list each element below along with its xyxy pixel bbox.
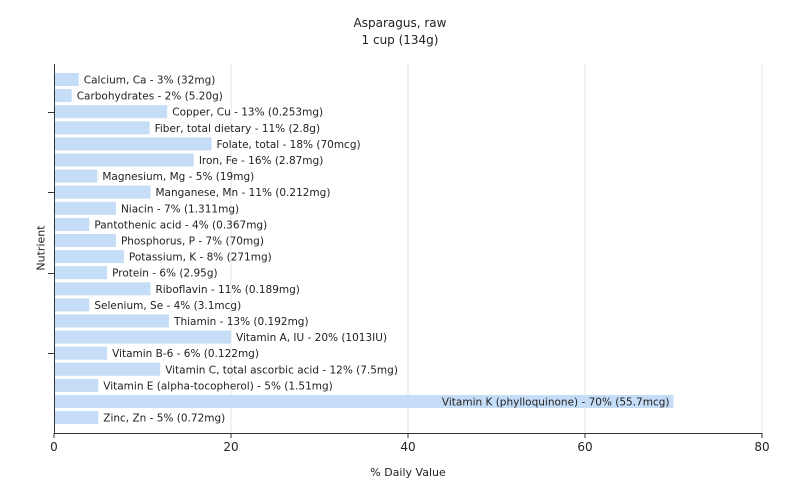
bar	[55, 395, 674, 408]
bar-label: Vitamin B-6 - 6% (0.122mg)	[112, 348, 259, 360]
x-tick-label: 60	[577, 440, 592, 454]
bar	[55, 282, 151, 296]
bar	[55, 266, 108, 280]
x-tick-label: 20	[223, 440, 238, 454]
bar	[55, 298, 90, 312]
bar-label: Folate, total - 18% (70mcg)	[217, 139, 361, 151]
bar	[55, 411, 99, 425]
bar-label: Iron, Fe - 16% (2.87mg)	[199, 155, 323, 167]
bar-label: Calcium, Ca - 3% (32mg)	[84, 75, 216, 87]
bar	[55, 217, 90, 231]
bar	[55, 169, 98, 183]
bar	[55, 185, 151, 199]
bar	[55, 378, 99, 392]
bar	[55, 137, 212, 151]
bar-label: Vitamin C, total ascorbic acid - 12% (7.…	[165, 364, 398, 376]
bar	[55, 89, 72, 103]
bar-label: Manganese, Mn - 11% (0.212mg)	[155, 187, 330, 199]
chart-title: Asparagus, raw	[353, 16, 447, 30]
bar	[55, 362, 161, 376]
bar	[55, 314, 170, 328]
bar	[55, 121, 150, 135]
bar-label: Zinc, Zn - 5% (0.72mg)	[103, 413, 225, 425]
bar-label: Vitamin K (phylloquinone) - 70% (55.7mcg…	[442, 397, 670, 409]
bar-label: Vitamin A, IU - 20% (1013IU)	[236, 332, 387, 344]
bar	[55, 105, 168, 119]
x-tick-label: 0	[50, 440, 58, 454]
bar-label: Copper, Cu - 13% (0.253mg)	[172, 107, 323, 119]
bar	[55, 234, 116, 247]
bar-label: Riboflavin - 11% (0.189mg)	[155, 284, 299, 296]
bar	[55, 346, 108, 360]
bar-label: Protein - 6% (2.95g)	[112, 268, 218, 280]
bar-label: Potassium, K - 8% (271mg)	[129, 252, 272, 264]
bar-label: Phosphorus, P - 7% (70mg)	[121, 236, 264, 248]
bar	[55, 201, 116, 215]
chart-subtitle: 1 cup (134g)	[361, 33, 439, 47]
bar	[55, 250, 124, 264]
bar-label: Niacin - 7% (1.311mg)	[121, 203, 239, 215]
bar-label: Carbohydrates - 2% (5.20g)	[77, 91, 223, 103]
x-tick-label: 40	[400, 440, 415, 454]
bar	[55, 330, 231, 344]
bar-label: Thiamin - 13% (0.192mg)	[173, 316, 309, 328]
x-axis-label: % Daily Value	[370, 466, 446, 479]
bar-label: Fiber, total dietary - 11% (2.8g)	[155, 123, 320, 135]
bar-label: Magnesium, Mg - 5% (19mg)	[102, 171, 254, 183]
bar-label: Selenium, Se - 4% (3.1mcg)	[94, 300, 241, 312]
bar-label: Vitamin E (alpha-tocopherol) - 5% (1.51m…	[103, 380, 333, 392]
bar-label: Pantothenic acid - 4% (0.367mg)	[94, 219, 267, 231]
y-axis-label: Nutrient	[34, 225, 48, 271]
bar	[55, 73, 79, 86]
x-tick-label: 80	[754, 440, 769, 454]
bar	[55, 153, 194, 167]
